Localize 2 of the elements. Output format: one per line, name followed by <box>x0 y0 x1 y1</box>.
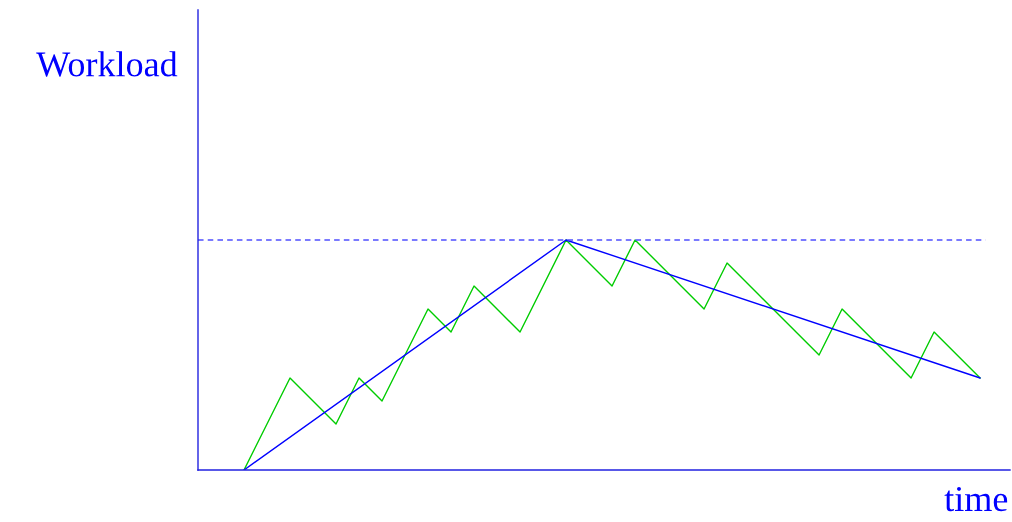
x-axis-title: time <box>944 486 1008 512</box>
y-axis-title: Workload <box>36 51 178 77</box>
